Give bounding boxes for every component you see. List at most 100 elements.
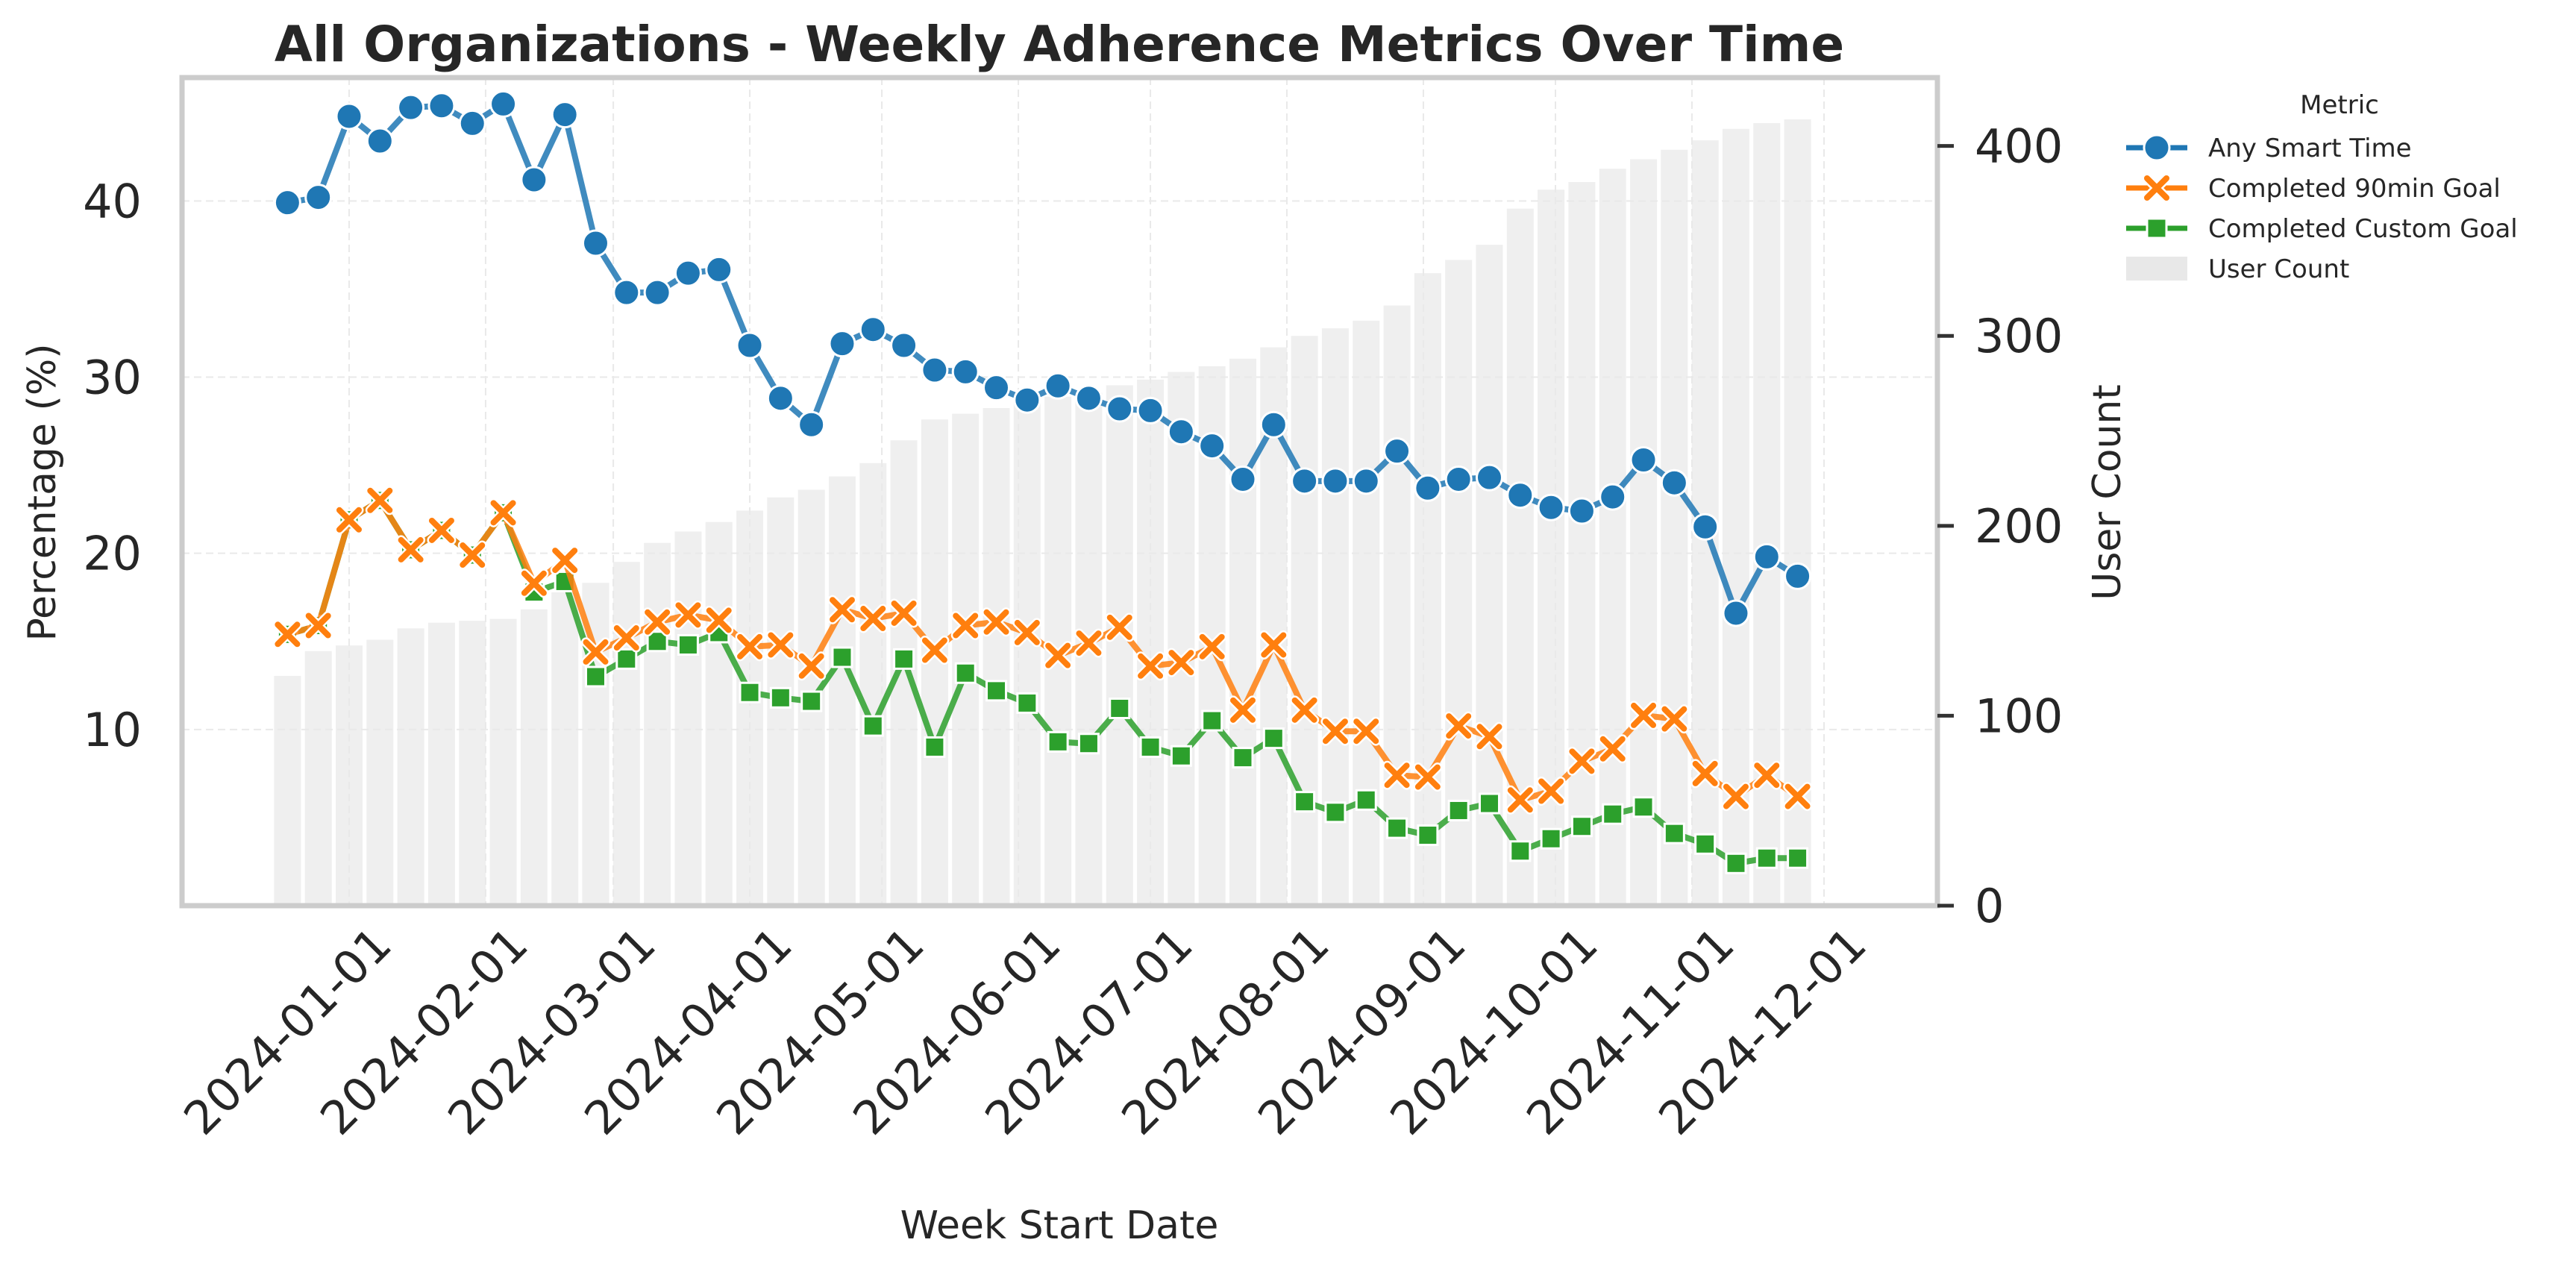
series-layer	[272, 90, 1813, 874]
user-count-bar	[1106, 385, 1133, 906]
user-count-bar	[1229, 358, 1257, 906]
data-point	[769, 686, 792, 709]
data-point	[829, 597, 855, 623]
data-point	[612, 278, 641, 307]
data-point	[1201, 709, 1223, 732]
data-point	[1294, 791, 1316, 813]
data-point	[1324, 801, 1347, 824]
user-count-bar	[304, 651, 332, 906]
data-point	[520, 166, 548, 194]
user-count-bar	[1414, 273, 1441, 906]
data-point	[737, 633, 763, 659]
data-point	[1291, 467, 1319, 495]
data-point	[768, 632, 794, 658]
data-point	[1322, 718, 1348, 745]
data-point	[615, 648, 638, 670]
y-axis-label: Percentage (%)	[20, 343, 65, 641]
data-point	[1414, 474, 1442, 502]
user-count-bar	[983, 407, 1010, 906]
data-point	[305, 612, 331, 639]
data-point	[1476, 724, 1502, 750]
y-tick-label: 20	[83, 527, 142, 581]
user-count-bar	[397, 628, 424, 906]
data-point	[1754, 762, 1780, 789]
data-point	[1106, 614, 1132, 640]
data-point	[890, 331, 918, 360]
data-point	[643, 278, 671, 307]
data-point	[613, 625, 639, 651]
data-point	[1136, 396, 1165, 424]
data-point	[1139, 736, 1162, 758]
data-point	[1661, 706, 1687, 732]
y-tick-label: 30	[83, 350, 142, 404]
plot-frame	[179, 75, 1940, 909]
legend-label: Completed 90min Goal	[2208, 174, 2501, 204]
data-point	[921, 637, 947, 663]
data-point	[490, 500, 516, 526]
data-point	[427, 92, 456, 120]
data-point	[706, 607, 732, 633]
data-point	[398, 536, 424, 563]
data-point	[954, 662, 977, 684]
user-count-bar	[274, 675, 301, 906]
data-point	[983, 374, 1011, 402]
data-point	[1229, 465, 1257, 493]
user-count-bar	[366, 639, 394, 906]
data-point	[1787, 847, 1809, 869]
user-count-bar	[736, 510, 764, 906]
user-count-bar	[582, 583, 609, 906]
user-count-bar	[1568, 182, 1596, 906]
data-point	[1507, 787, 1533, 813]
y-right-tick-label: 200	[1975, 499, 2063, 554]
y-tick-label: 40	[83, 174, 142, 228]
legend-swatch	[2126, 257, 2187, 281]
data-point	[1694, 833, 1717, 855]
data-point	[1383, 437, 1411, 466]
user-count-bar	[1291, 336, 1318, 906]
user-count-bar	[459, 621, 486, 906]
data-point	[800, 690, 823, 712]
data-point	[766, 384, 795, 413]
data-point	[674, 259, 702, 287]
data-point	[1629, 445, 1658, 474]
data-point	[1506, 481, 1535, 510]
data-point	[983, 609, 1009, 635]
data-point	[397, 93, 425, 122]
data-point	[1570, 815, 1593, 838]
data-point	[859, 316, 887, 344]
x-axis-label: Week Start Date	[900, 1203, 1219, 1248]
data-point	[1447, 799, 1470, 821]
legend-label: User Count	[2208, 254, 2349, 284]
data-point	[1722, 599, 1750, 627]
y-right-tick-label: 100	[1975, 689, 2063, 743]
data-point	[1044, 372, 1072, 400]
data-point	[1540, 827, 1562, 850]
legend-marker	[2146, 217, 2168, 239]
legend: Metric Any Smart Time Completed 90min Goa…	[2126, 90, 2518, 284]
user-count-bar	[1599, 169, 1626, 906]
data-point	[1632, 796, 1655, 818]
data-point	[1417, 824, 1439, 847]
data-point	[1538, 778, 1564, 804]
data-point	[1198, 432, 1226, 460]
data-point	[645, 609, 671, 635]
y-right-tick-label: 0	[1975, 879, 2004, 933]
data-point	[1291, 697, 1317, 723]
data-point	[428, 517, 454, 543]
data-point	[1077, 733, 1100, 755]
data-point	[1602, 803, 1624, 825]
data-point	[1509, 840, 1532, 862]
data-point	[1261, 632, 1287, 658]
user-count-bar	[1445, 260, 1473, 906]
user-count-bar	[1661, 149, 1688, 906]
user-count-bar	[705, 521, 733, 906]
data-point	[367, 487, 393, 513]
legend-label: Completed Custom Goal	[2208, 214, 2518, 244]
data-point	[275, 621, 301, 648]
y-right-axis-label: User Count	[2085, 384, 2130, 600]
data-point	[583, 639, 609, 665]
series-0	[273, 90, 1812, 627]
y-right-tick-label: 300	[1975, 309, 2063, 363]
data-point	[985, 680, 1008, 702]
